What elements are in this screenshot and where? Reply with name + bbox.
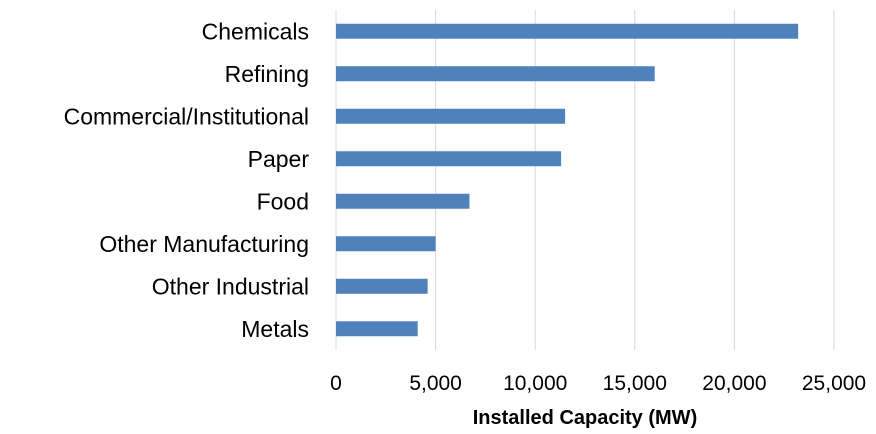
category-label-metals: Metals xyxy=(241,316,309,342)
bar-chemicals xyxy=(336,23,799,39)
category-labels: Chemicals Refining Commercial/Institutiona… xyxy=(64,18,310,342)
bar-food xyxy=(336,193,470,209)
bar-other-industrial xyxy=(336,278,428,294)
bars xyxy=(336,23,799,337)
x-tick-label-5: 25,000 xyxy=(802,372,866,395)
bar-other-manufacturing xyxy=(336,236,436,252)
x-tick-label-2: 10,000 xyxy=(503,372,567,395)
category-label-paper: Paper xyxy=(248,146,310,172)
bar-commercial-institutional xyxy=(336,108,566,124)
category-label-other-manufacturing: Other Manufacturing xyxy=(99,231,309,257)
category-label-commercial-institutional: Commercial/Institutional xyxy=(64,103,309,129)
x-tick-label-1: 5,000 xyxy=(409,372,462,395)
bar-paper xyxy=(336,151,562,167)
bar-refining xyxy=(336,66,655,82)
x-tick-label-0: 0 xyxy=(330,372,342,395)
x-tick-label-4: 20,000 xyxy=(702,372,766,395)
category-label-refining: Refining xyxy=(225,61,309,87)
x-axis-title: Installed Capacity (MW) xyxy=(473,407,697,429)
x-tick-label-3: 15,000 xyxy=(603,372,667,395)
category-label-other-industrial: Other Industrial xyxy=(152,273,309,299)
bar-metals xyxy=(336,321,418,337)
gridlines xyxy=(335,10,835,350)
category-label-chemicals: Chemicals xyxy=(202,18,309,44)
category-label-food: Food xyxy=(257,188,309,214)
x-tick-labels: 0 5,000 10,000 15,000 20,000 25,000 xyxy=(330,372,866,395)
